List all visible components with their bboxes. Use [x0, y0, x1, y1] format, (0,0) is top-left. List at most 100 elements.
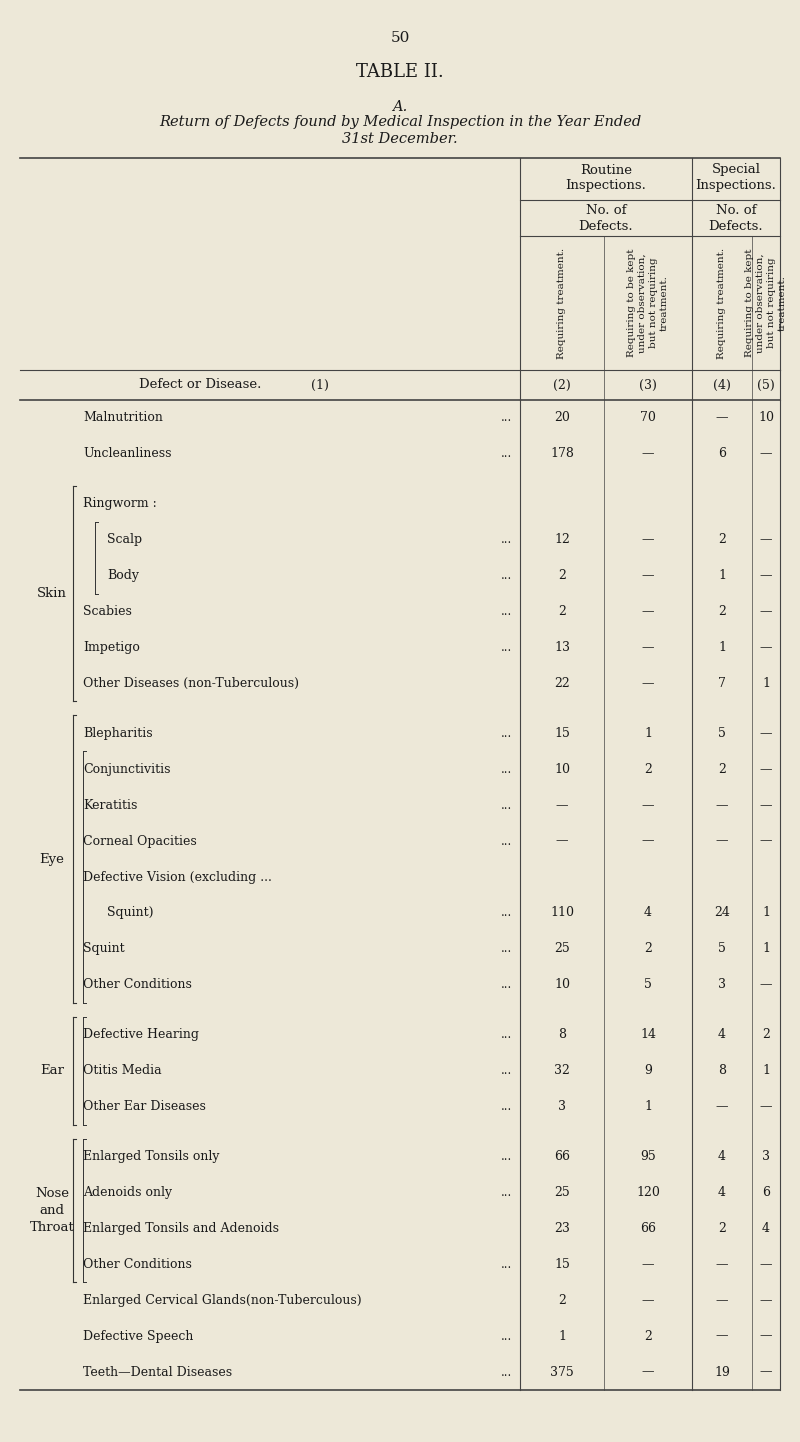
Text: 12: 12 — [554, 534, 570, 547]
Text: —: — — [556, 799, 568, 812]
Text: —: — — [716, 799, 728, 812]
Text: —: — — [716, 1293, 728, 1306]
Text: —: — — [642, 799, 654, 812]
Text: (2): (2) — [553, 378, 571, 391]
Text: Routine
Inspections.: Routine Inspections. — [566, 163, 646, 192]
Text: Scalp: Scalp — [107, 534, 142, 547]
Text: 19: 19 — [714, 1366, 730, 1379]
Text: ...: ... — [501, 907, 512, 920]
Text: 15: 15 — [554, 1257, 570, 1270]
Text: 66: 66 — [554, 1151, 570, 1164]
Text: 110: 110 — [550, 907, 574, 920]
Text: Squint: Squint — [83, 943, 125, 956]
Text: —: — — [760, 1330, 772, 1343]
Text: 6: 6 — [762, 1185, 770, 1198]
Text: 66: 66 — [640, 1221, 656, 1234]
Text: —: — — [716, 835, 728, 848]
Text: Requiring treatment.: Requiring treatment. — [558, 248, 566, 359]
Text: ...: ... — [501, 411, 512, 424]
Text: ...: ... — [501, 1064, 512, 1077]
Text: 32: 32 — [554, 1064, 570, 1077]
Text: ...: ... — [501, 799, 512, 812]
Text: 2: 2 — [644, 763, 652, 776]
Text: Blepharitis: Blepharitis — [83, 727, 153, 740]
Text: 3: 3 — [558, 1100, 566, 1113]
Text: 1: 1 — [762, 943, 770, 956]
Text: Defective Hearing: Defective Hearing — [83, 1028, 199, 1041]
Text: ...: ... — [501, 447, 512, 460]
Text: 10: 10 — [758, 411, 774, 424]
Text: —: — — [556, 835, 568, 848]
Text: 1: 1 — [762, 907, 770, 920]
Text: —: — — [642, 570, 654, 583]
Text: No. of
Defects.: No. of Defects. — [709, 203, 763, 232]
Text: 1: 1 — [718, 642, 726, 655]
Text: —: — — [642, 1366, 654, 1379]
Text: —: — — [716, 411, 728, 424]
Text: Malnutrition: Malnutrition — [83, 411, 163, 424]
Text: 2: 2 — [762, 1028, 770, 1041]
Text: 2: 2 — [718, 763, 726, 776]
Text: ...: ... — [501, 1185, 512, 1198]
Text: Return of Defects found by Medical Inspection in the Year Ended: Return of Defects found by Medical Inspe… — [159, 115, 641, 128]
Text: —: — — [642, 835, 654, 848]
Text: 3: 3 — [718, 978, 726, 991]
Text: —: — — [642, 447, 654, 460]
Text: 2: 2 — [558, 606, 566, 619]
Text: —: — — [642, 1293, 654, 1306]
Text: 8: 8 — [718, 1064, 726, 1077]
Text: Eye: Eye — [39, 852, 65, 865]
Text: Requiring to be kept
under observation,
but not requiring
treatment.: Requiring to be kept under observation, … — [746, 249, 786, 358]
Text: Defective Vision (excluding ...: Defective Vision (excluding ... — [83, 871, 272, 884]
Text: 7: 7 — [718, 676, 726, 689]
Text: 120: 120 — [636, 1185, 660, 1198]
Text: 2: 2 — [558, 570, 566, 583]
Text: Corneal Opacities: Corneal Opacities — [83, 835, 197, 848]
Text: ...: ... — [501, 534, 512, 547]
Text: —: — — [642, 642, 654, 655]
Text: Requiring to be kept
under observation,
but not requiring
treatment.: Requiring to be kept under observation, … — [627, 249, 669, 358]
Text: Conjunctivitis: Conjunctivitis — [83, 763, 170, 776]
Text: —: — — [760, 835, 772, 848]
Text: ...: ... — [501, 1151, 512, 1164]
Text: —: — — [760, 727, 772, 740]
Text: Other Conditions: Other Conditions — [83, 978, 192, 991]
Text: 1: 1 — [762, 676, 770, 689]
Text: Squint): Squint) — [107, 907, 154, 920]
Text: (4): (4) — [713, 378, 731, 391]
Text: A.: A. — [392, 99, 408, 114]
Text: —: — — [716, 1257, 728, 1270]
Text: Adenoids only: Adenoids only — [83, 1185, 172, 1198]
Text: —: — — [760, 606, 772, 619]
Text: —: — — [760, 763, 772, 776]
Text: 23: 23 — [554, 1221, 570, 1234]
Text: Ringworm :: Ringworm : — [83, 497, 157, 510]
Text: 24: 24 — [714, 907, 730, 920]
Text: ...: ... — [501, 1028, 512, 1041]
Text: 10: 10 — [554, 763, 570, 776]
Text: 20: 20 — [554, 411, 570, 424]
Text: 2: 2 — [644, 1330, 652, 1343]
Text: —: — — [760, 570, 772, 583]
Text: 1: 1 — [762, 1064, 770, 1077]
Text: ...: ... — [501, 1100, 512, 1113]
Text: Defective Speech: Defective Speech — [83, 1330, 194, 1343]
Text: Enlarged Tonsils and Adenoids: Enlarged Tonsils and Adenoids — [83, 1221, 279, 1234]
Text: —: — — [760, 447, 772, 460]
Text: 9: 9 — [644, 1064, 652, 1077]
Text: TABLE II.: TABLE II. — [356, 63, 444, 81]
Text: —: — — [760, 534, 772, 547]
Text: (1): (1) — [311, 378, 329, 391]
Text: —: — — [642, 1257, 654, 1270]
Text: (5): (5) — [757, 378, 775, 391]
Text: —: — — [760, 1366, 772, 1379]
Text: Defect or Disease.: Defect or Disease. — [139, 378, 261, 391]
Text: Nose
and
Throat: Nose and Throat — [30, 1187, 74, 1234]
Text: 2: 2 — [718, 534, 726, 547]
Text: ...: ... — [501, 1366, 512, 1379]
Text: —: — — [642, 676, 654, 689]
Text: Body: Body — [107, 570, 139, 583]
Text: 178: 178 — [550, 447, 574, 460]
Text: —: — — [642, 606, 654, 619]
Text: Other Conditions: Other Conditions — [83, 1257, 192, 1270]
